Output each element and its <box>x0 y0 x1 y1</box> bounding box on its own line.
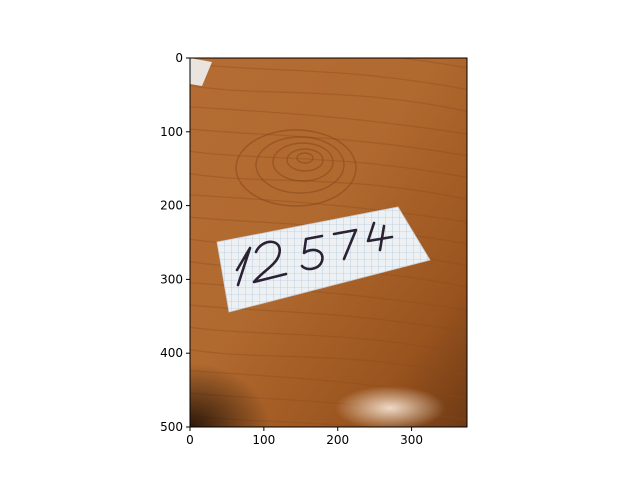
y-tick-label: 500 <box>160 420 183 434</box>
grain-line <box>190 128 467 157</box>
digit-7-stroke <box>332 228 358 261</box>
grain-line <box>180 18 480 48</box>
x-axis: 0 100 200 300 <box>186 427 423 447</box>
paper-scrap <box>190 58 212 86</box>
y-tick-label: 0 <box>175 51 183 65</box>
y-axis: 0 100 200 300 400 500 <box>160 51 190 434</box>
handwritten-number <box>235 221 394 287</box>
light-glare <box>335 386 445 427</box>
y-tick-label: 400 <box>160 346 183 360</box>
grain-line <box>190 62 467 91</box>
x-tick-label: 200 <box>326 433 349 447</box>
digit-5-stroke <box>300 234 324 271</box>
grain-line <box>190 150 467 179</box>
wood-knot <box>235 129 357 207</box>
shadow <box>190 300 350 427</box>
x-tick-label: 0 <box>186 433 194 447</box>
digit-2-stroke <box>252 240 288 284</box>
digit-4-stroke <box>366 221 394 252</box>
axes-frame <box>189 57 468 428</box>
y-tick-label: 200 <box>160 199 183 213</box>
grain-line <box>190 85 467 112</box>
photo <box>180 18 480 480</box>
y-tick-label: 300 <box>160 272 183 286</box>
grain-line <box>190 106 467 135</box>
grain-line <box>396 58 467 69</box>
x-tick-label: 300 <box>400 433 423 447</box>
x-tick-label: 100 <box>252 433 275 447</box>
grain-line <box>190 173 467 200</box>
digit-1-stroke <box>235 246 252 287</box>
grain-line <box>190 194 467 223</box>
grain-line <box>180 458 480 480</box>
y-tick-label: 100 <box>160 125 183 139</box>
